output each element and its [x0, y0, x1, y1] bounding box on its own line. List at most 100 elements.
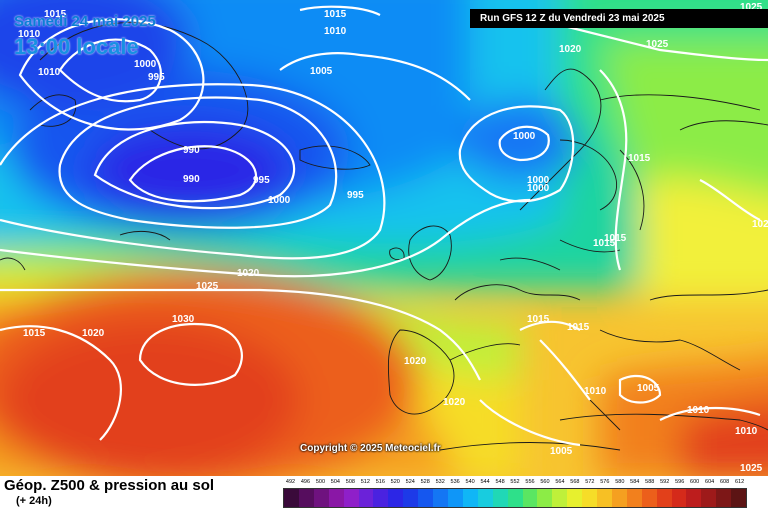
legend-swatch [433, 489, 448, 507]
legend-value-label: 520 [390, 479, 400, 485]
forecast-date: Samedi 24 mai 2025 [14, 13, 156, 30]
legend-swatch [716, 489, 732, 507]
isobar-label: 1010 [38, 67, 61, 78]
legend-swatch [552, 489, 568, 507]
legend-value-label: 544 [480, 479, 490, 485]
isobar-label: 1020 [404, 356, 427, 367]
isobar-label: 1020 [82, 328, 105, 339]
color-legend: 492 496 500 504 508 512 516 520 524 528 532 536 540 5… [283, 478, 747, 508]
legend-value-label: 528 [420, 479, 430, 485]
legend-swatch [611, 489, 627, 507]
legend-value-label: 612 [734, 479, 745, 485]
legend-value-label: 524 [405, 479, 415, 485]
legend-swatch [343, 489, 359, 507]
forecast-time: 13:00 locale [14, 34, 139, 59]
legend-value-label: 516 [375, 479, 385, 485]
legend-value-label: 600 [690, 479, 700, 485]
isobar-label: 1005 [310, 66, 333, 77]
legend-value-label: 608 [719, 479, 730, 485]
legend-swatch [388, 489, 404, 507]
legend-swatch [597, 489, 612, 507]
isobar-label: 1015 [628, 153, 651, 164]
legend-swatch [731, 489, 747, 507]
isobar-label: 1025 [740, 2, 763, 13]
isobars [0, 5, 768, 447]
legend-value-label: 536 [450, 479, 460, 485]
legend-value-label: 492 [285, 479, 296, 485]
isobar-label: 1000 [527, 175, 550, 186]
isobar-label: 1020 [443, 397, 466, 408]
legend-swatch [358, 489, 374, 507]
legend-swatch [522, 489, 538, 507]
legend-swatch [567, 489, 583, 507]
isobar-label: 1020 [237, 268, 260, 279]
legend-swatch [701, 489, 717, 507]
legend-value-label: 560 [540, 479, 550, 485]
isobar-label: 1010 [584, 386, 607, 397]
isobar-label: 1015 [567, 322, 590, 333]
legend-swatch [582, 489, 598, 507]
isobar-label: 1010 [18, 29, 41, 40]
legend-value-label: 532 [435, 479, 445, 485]
legend-value-label: 572 [585, 479, 595, 485]
legend-value-label: 564 [555, 479, 565, 485]
legend-value-label: 548 [495, 479, 505, 485]
isobar-label: 1015 [593, 238, 616, 249]
forecast-offset: (+ 24h) [16, 495, 52, 507]
isobar-label: 1000 [527, 183, 550, 194]
legend-value-label: 596 [675, 479, 685, 485]
isobar-label: 1020 [559, 44, 582, 55]
isobar-label: 995 [148, 72, 165, 83]
isobar-label: 1015 [23, 328, 46, 339]
legend-swatch [418, 489, 434, 507]
isobar-label: 1010 [324, 26, 347, 37]
legend-swatch [328, 489, 344, 507]
legend-swatch [656, 489, 672, 507]
legend-value-label: 592 [660, 479, 670, 485]
legend-swatch [641, 489, 657, 507]
legend-value-label: 584 [630, 479, 640, 485]
legend-tick-labels: 492 496 500 504 508 512 516 520 524 528 532 536 540 5… [283, 478, 747, 486]
legend-swatch [373, 489, 389, 507]
isobar-label: 1015 [324, 9, 347, 20]
isobar-label: 1020 [752, 219, 768, 230]
legend-swatch [492, 489, 508, 507]
legend-swatch [284, 489, 299, 507]
legend-value-label: 500 [315, 479, 326, 485]
legend-value-label: 580 [615, 479, 625, 485]
run-info-banner: Run GFS 12 Z du Vendredi 23 mai 2025 [470, 9, 768, 28]
legend-value-label: 568 [570, 479, 580, 485]
legend-value-label: 508 [345, 479, 355, 485]
legend-value-label: 556 [525, 479, 535, 485]
legend-swatch [462, 489, 478, 507]
legend-value-label: 576 [600, 479, 610, 485]
legend-swatch [403, 489, 419, 507]
isobar-label: 1010 [687, 405, 710, 416]
isobar-label: 1025 [196, 281, 219, 292]
legend-value-label: 552 [510, 479, 520, 485]
isobar-label: 1010 [735, 426, 758, 437]
legend-value-label: 540 [465, 479, 475, 485]
isobar-label: 1005 [550, 446, 573, 457]
legend-value-label: 588 [645, 479, 655, 485]
map-title: Géop. Z500 & pression au sol [4, 477, 215, 494]
legend-swatch [507, 489, 523, 507]
isobar-label: 1015 [44, 9, 67, 20]
legend-swatch [313, 489, 329, 507]
legend-color-bar [283, 488, 747, 508]
isobar-label: 1005 [637, 383, 660, 394]
legend-value-label: 512 [360, 479, 370, 485]
isobar-label: 1025 [646, 39, 669, 50]
isobar-label: 995 [253, 175, 270, 186]
isobar-label: 1000 [513, 131, 536, 142]
legend-swatch [477, 489, 493, 507]
legend-swatch [686, 489, 702, 507]
copyright-notice: Copyright © 2025 Meteociel.fr [300, 443, 441, 454]
legend-value-label: 504 [330, 479, 340, 485]
isobar-label: 1015 [527, 314, 550, 325]
legend-value-label: 604 [705, 479, 715, 485]
isobar-label: 990 [183, 174, 200, 185]
isobar-label: 990 [183, 145, 200, 156]
